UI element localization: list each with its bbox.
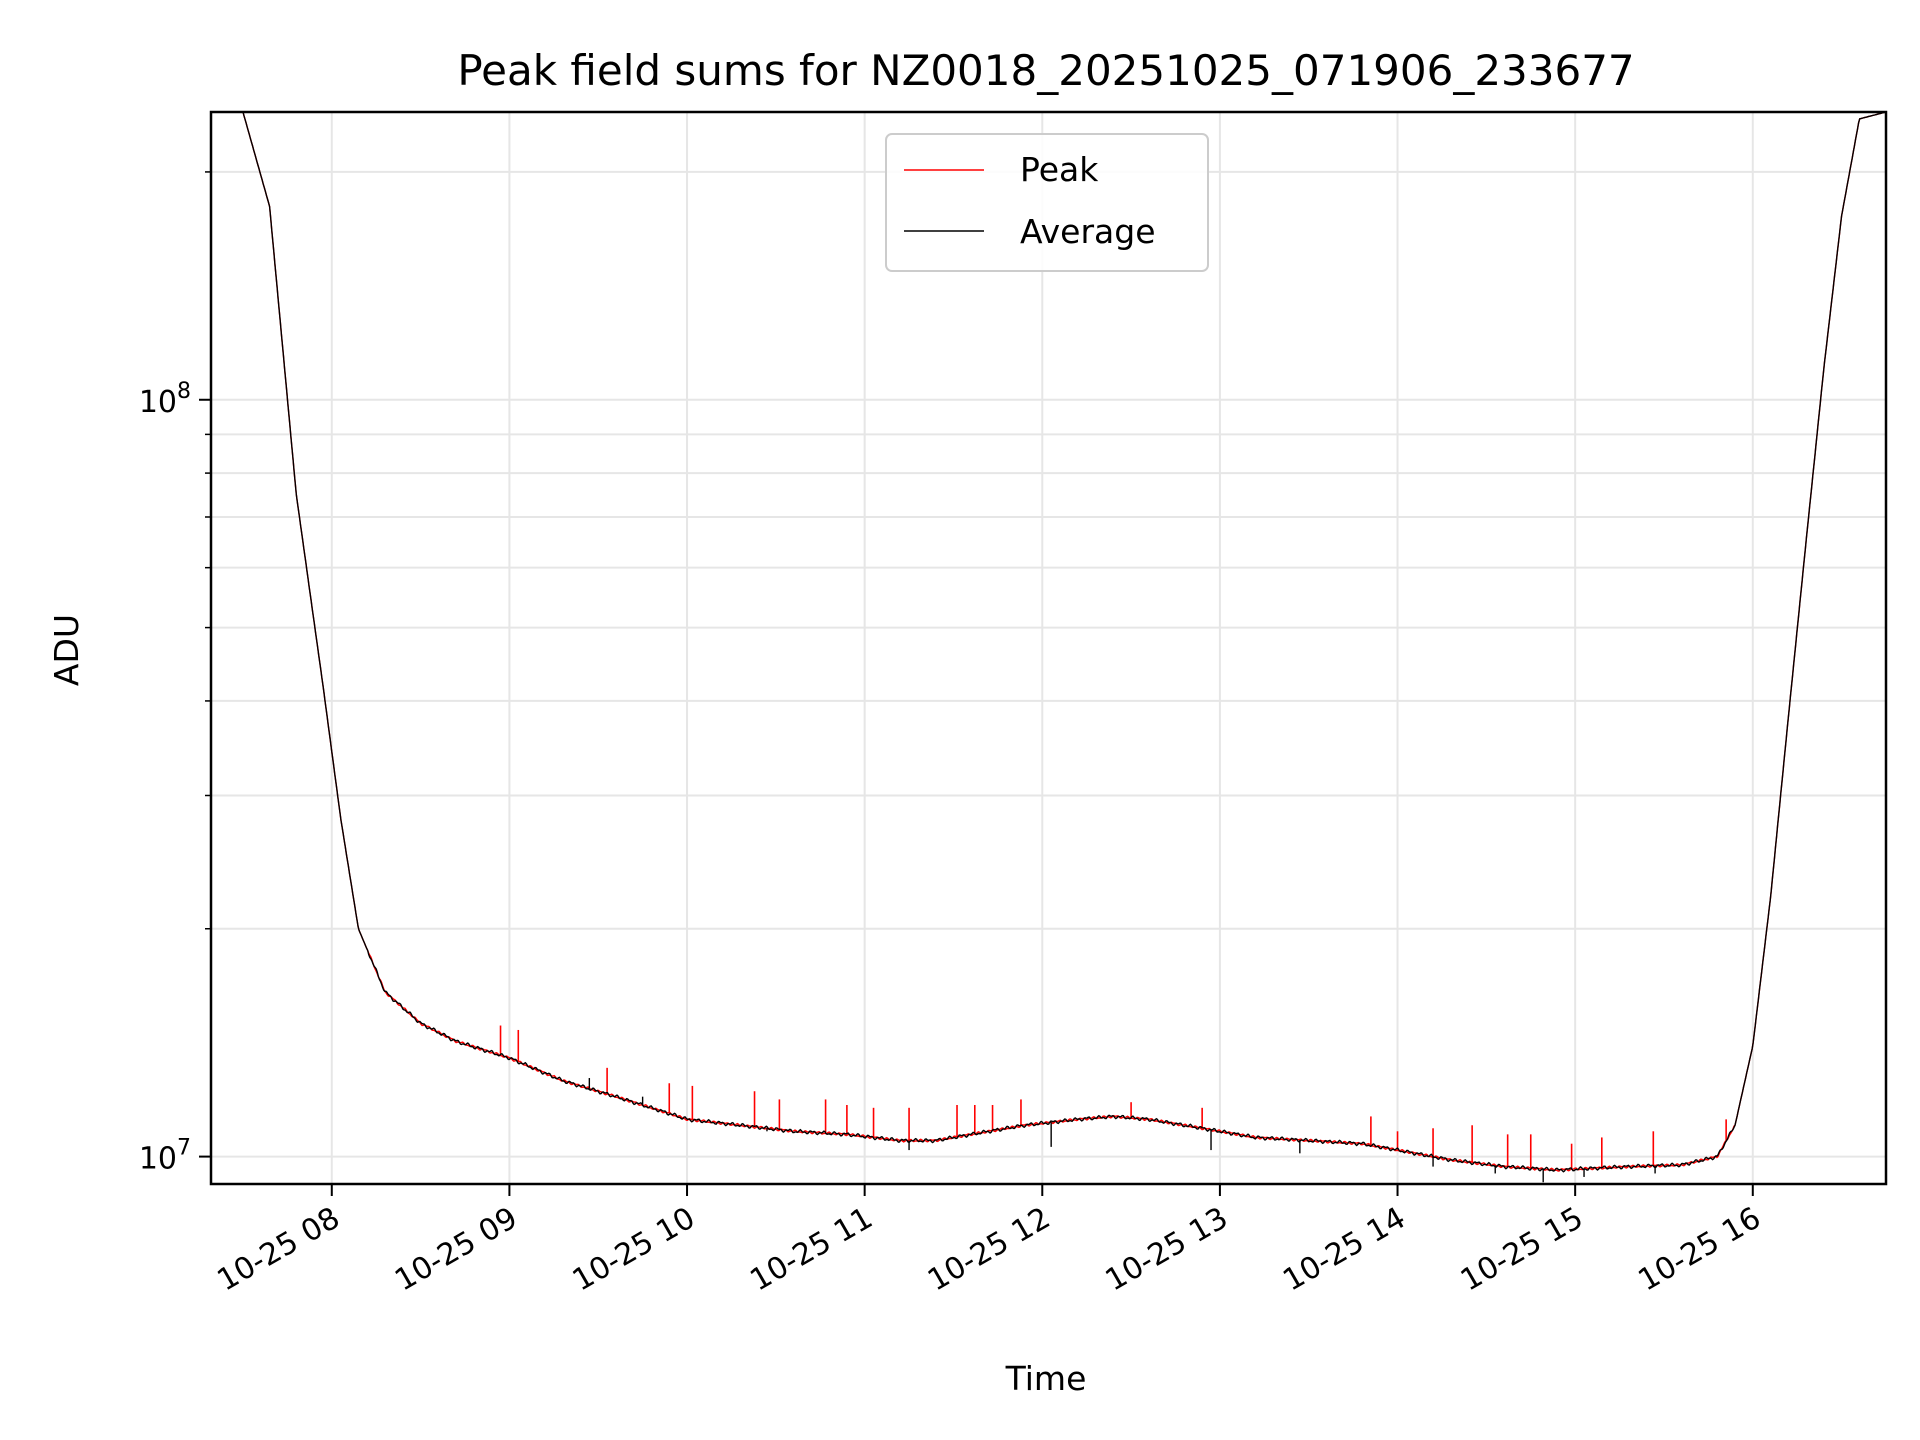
y-tick-label: 107: [139, 1136, 191, 1177]
plot-frame: [209, 110, 1888, 1186]
legend-peak-label: Peak: [1020, 150, 1099, 189]
series-layer: [211, 112, 1886, 1183]
legend-average-label: Average: [1020, 212, 1156, 251]
legend: Peak Average: [885, 133, 1209, 272]
y-tick-label: 108: [139, 379, 191, 420]
chart-title: Peak field sums for NZ0018_20251025_0719…: [457, 46, 1634, 95]
y-axis-label: ADU: [47, 614, 86, 686]
legend-box: [885, 133, 1209, 272]
x-axis-label: Time: [1005, 1359, 1087, 1398]
series-line-average: [211, 112, 1886, 1173]
plot-area: [211, 112, 1886, 1183]
grid: [211, 112, 1886, 1184]
